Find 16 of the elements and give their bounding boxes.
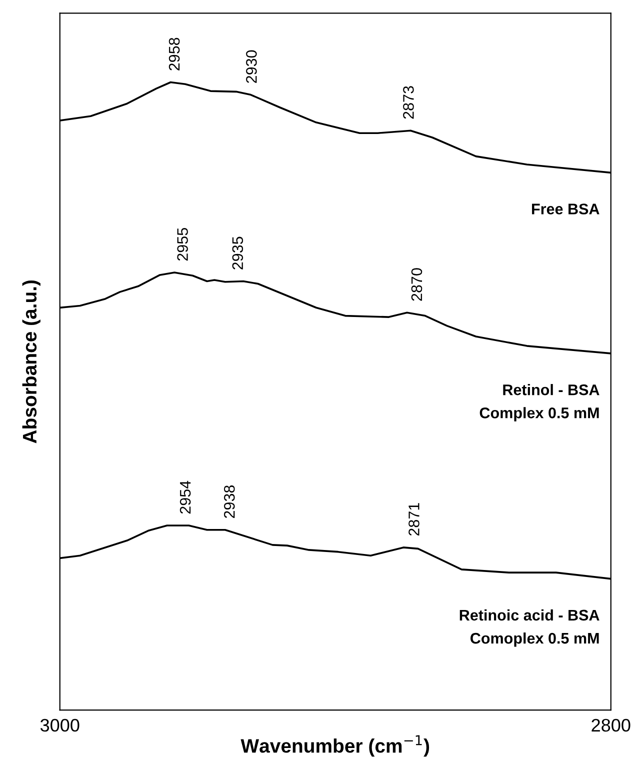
annotation: 2870 [411, 268, 422, 301]
x-tick-label: 3000 [40, 718, 80, 732]
x-tick-label: 2800 [592, 718, 630, 732]
text: Retinoic acid - BSA Comoplex 0.5 mM [460, 609, 600, 647]
y-axis-title: Absorbance (a.u.) [22, 280, 40, 444]
annotation: 2954 [180, 480, 191, 514]
text: Free BSA [532, 204, 600, 214]
annotation: 2935 [232, 236, 244, 270]
annotation: 2958 [168, 38, 180, 70]
annotation: 2955 [177, 228, 188, 261]
annotation: 2930 [246, 50, 257, 83]
text: Retinol - BSA Complex 0.5 mM [480, 384, 600, 422]
x-axis-title: Wavenumber (cm$^{−1}$) [240, 735, 430, 757]
annotation: 2873 [403, 86, 414, 119]
annotation: 2871 [408, 503, 420, 536]
annotation: 2938 [224, 485, 235, 518]
